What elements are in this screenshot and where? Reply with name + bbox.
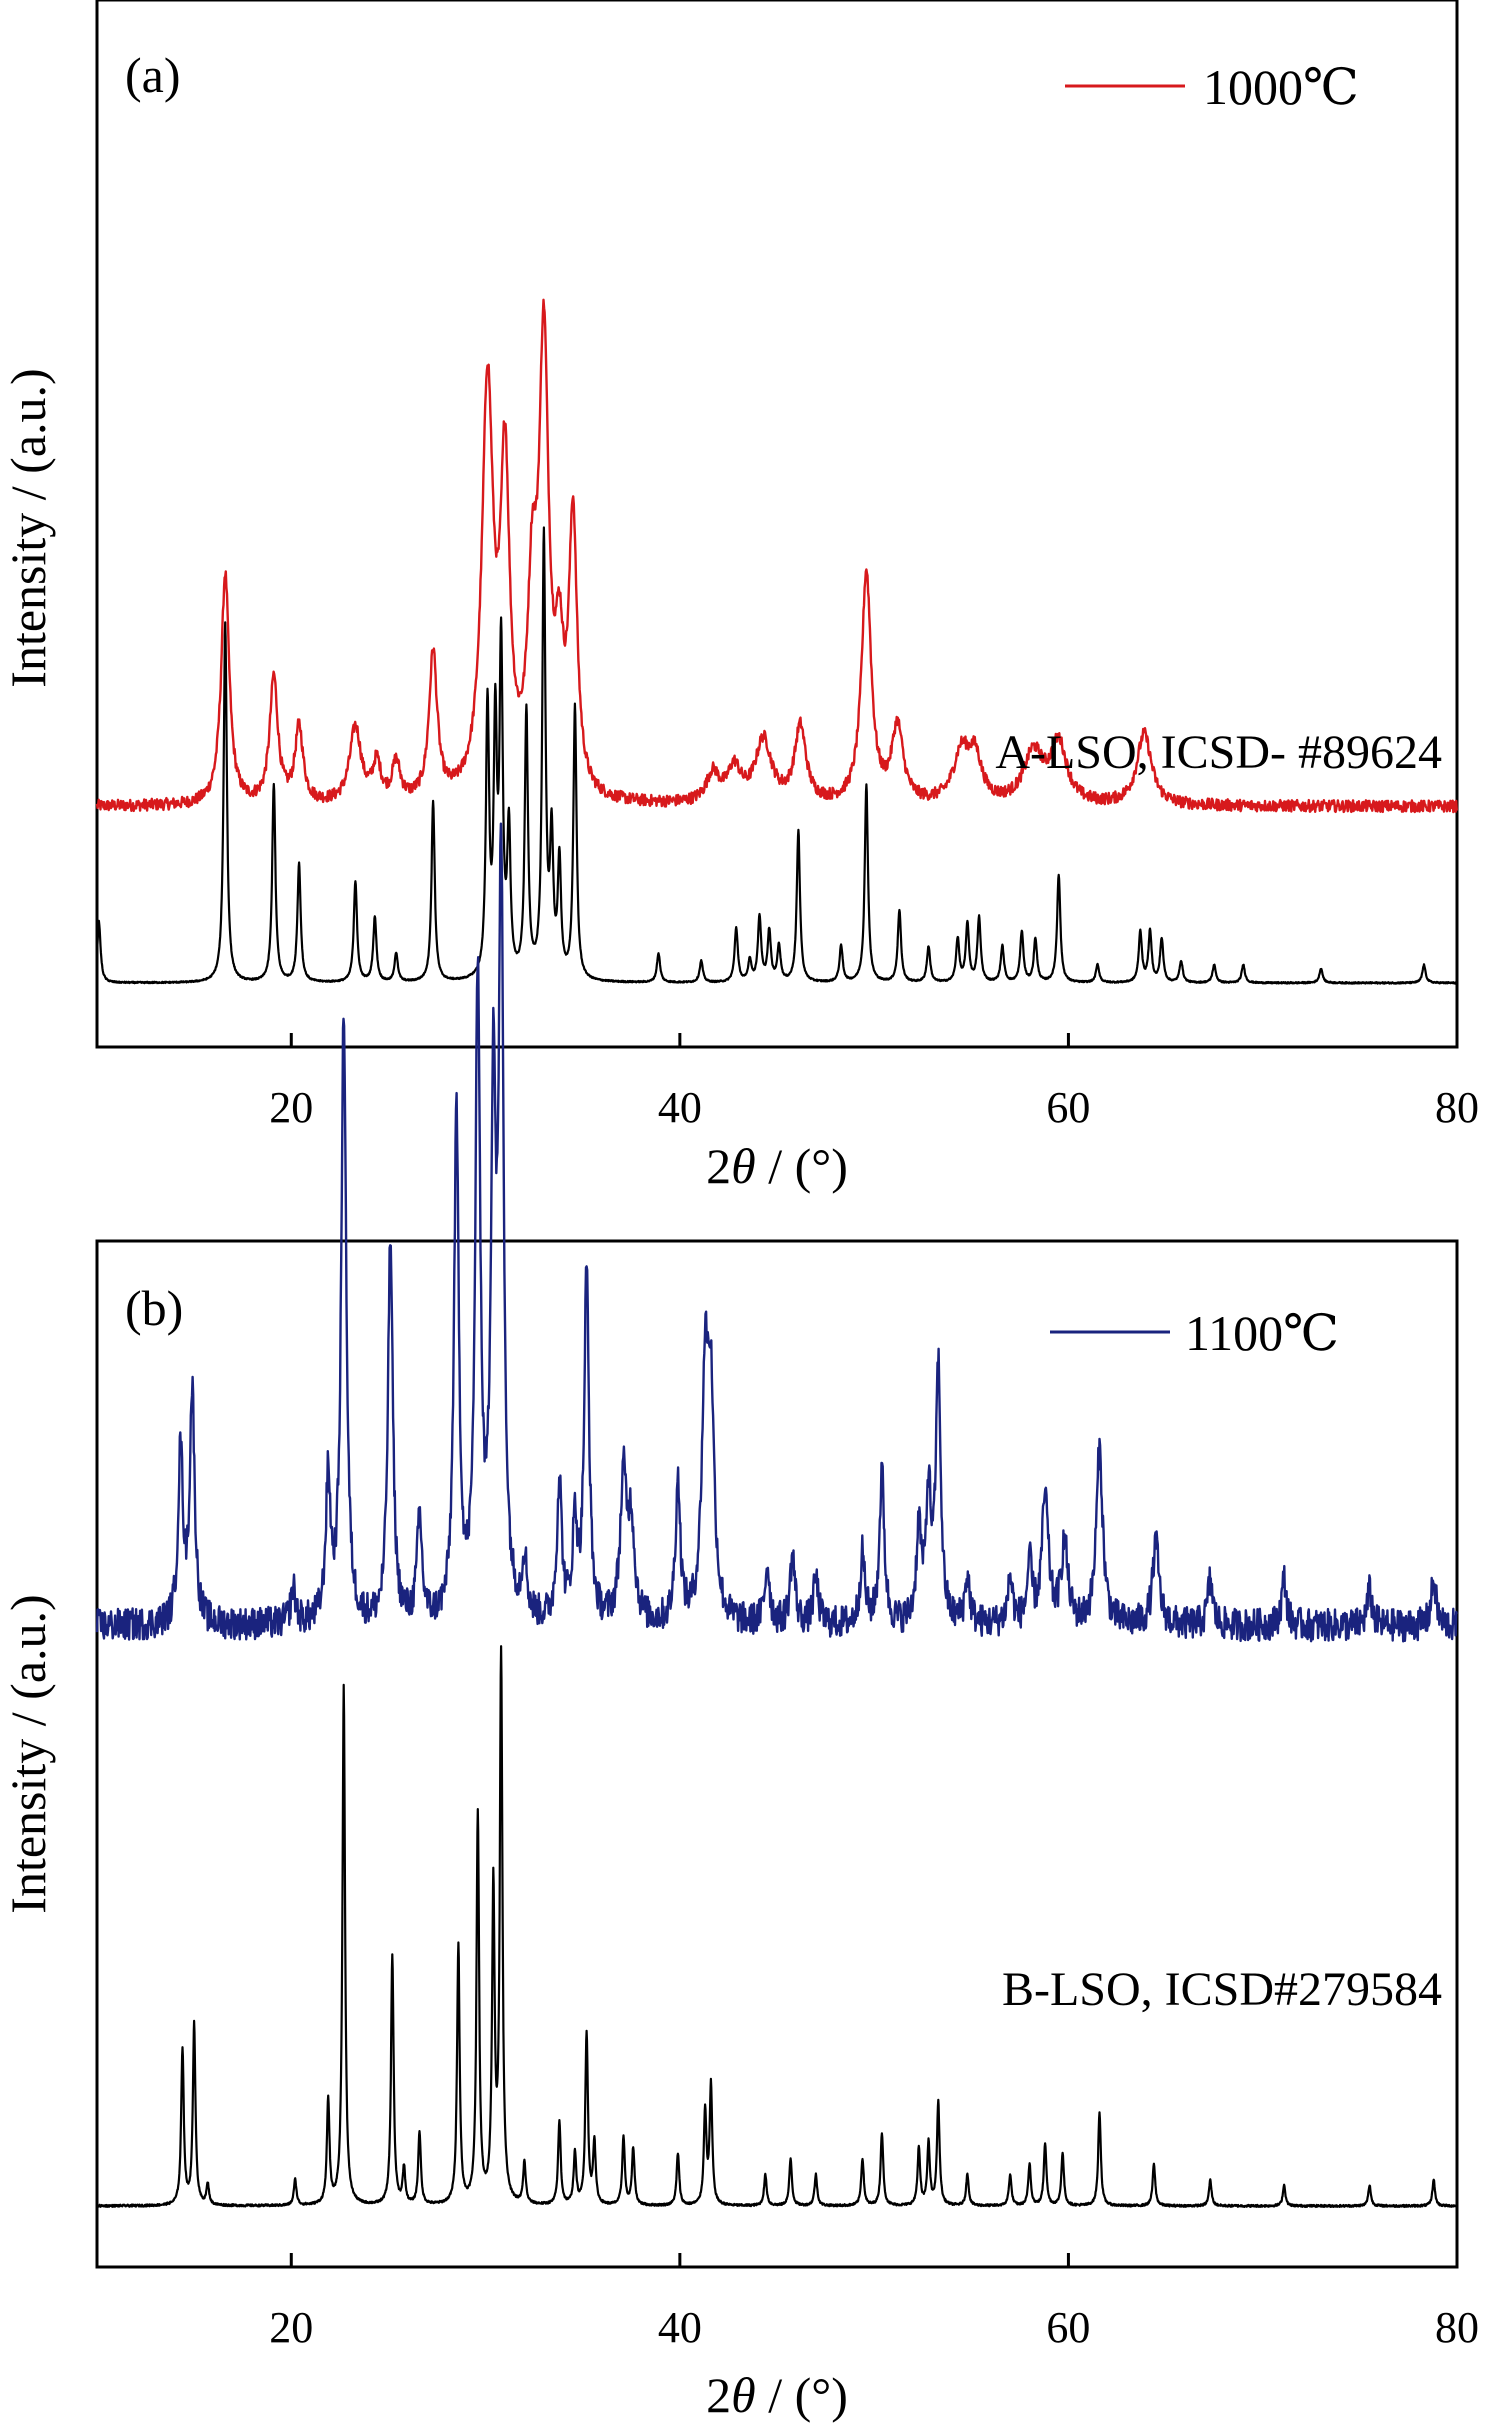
y-axis-label-a: Intensity / (a.u.): [0, 368, 56, 687]
y-axis-label-b: Intensity / (a.u.): [0, 1594, 56, 1913]
panel-label-b: (b): [125, 1280, 183, 1336]
measured-pattern-line: [95, 298, 1458, 814]
x-tick-label: 40: [658, 2303, 702, 2352]
reference-pattern-line: [95, 526, 1458, 985]
x-axis-label-a-prefix: 2: [706, 1138, 731, 1194]
x-ticks-b: 20 40 60 80: [269, 2253, 1479, 2352]
panel-label-a: (a): [125, 47, 181, 103]
x-axis-label-b: 2θ / (°): [706, 2367, 848, 2423]
x-tick-label: 40: [658, 1083, 702, 1132]
x-tick-label: 60: [1046, 1083, 1090, 1132]
reference-pattern-line: [95, 1645, 1459, 2208]
panel-b: 20 40 60 80 (b) 1100℃ B-LSO, ICSD#279584 2θ…: [0, 822, 1479, 2423]
legend-label-1000c: 1000℃: [1203, 59, 1359, 115]
x-tick-label: 60: [1046, 2303, 1090, 2352]
x-tick-label: 20: [269, 1083, 313, 1132]
x-axis-label-b-suffix: / (°): [756, 2367, 848, 2423]
x-ticks-a: 20 40 60 80: [269, 1033, 1479, 1132]
series-group-a: [95, 298, 1458, 985]
x-axis-label-a-suffix: / (°): [756, 1138, 848, 1194]
series-group-b: [95, 822, 1459, 2208]
x-axis-label-b-symbol: θ: [731, 2367, 756, 2423]
plot-frame-b: [95, 1239, 1459, 2269]
panel-a: 20 40 60 80 (a) 1000℃ A-LSO, ICSD- #89624 2…: [0, 0, 1479, 1194]
x-tick-label: 80: [1435, 2303, 1479, 2352]
reference-label-b: B-LSO, ICSD#279584: [1002, 1963, 1442, 2016]
x-axis-label-a: 2θ / (°): [706, 1138, 848, 1194]
measured-pattern-line: [95, 822, 1458, 1643]
x-axis-label-b-prefix: 2: [706, 2367, 731, 2423]
legend-label-1100c: 1100℃: [1185, 1305, 1339, 1361]
x-tick-label: 80: [1435, 1083, 1479, 1132]
x-axis-label-a-symbol: θ: [731, 1138, 756, 1194]
plot-frame-a: [95, 0, 1459, 1049]
x-tick-label: 20: [269, 2303, 313, 2352]
reference-label-a: A-LSO, ICSD- #89624: [995, 726, 1442, 779]
